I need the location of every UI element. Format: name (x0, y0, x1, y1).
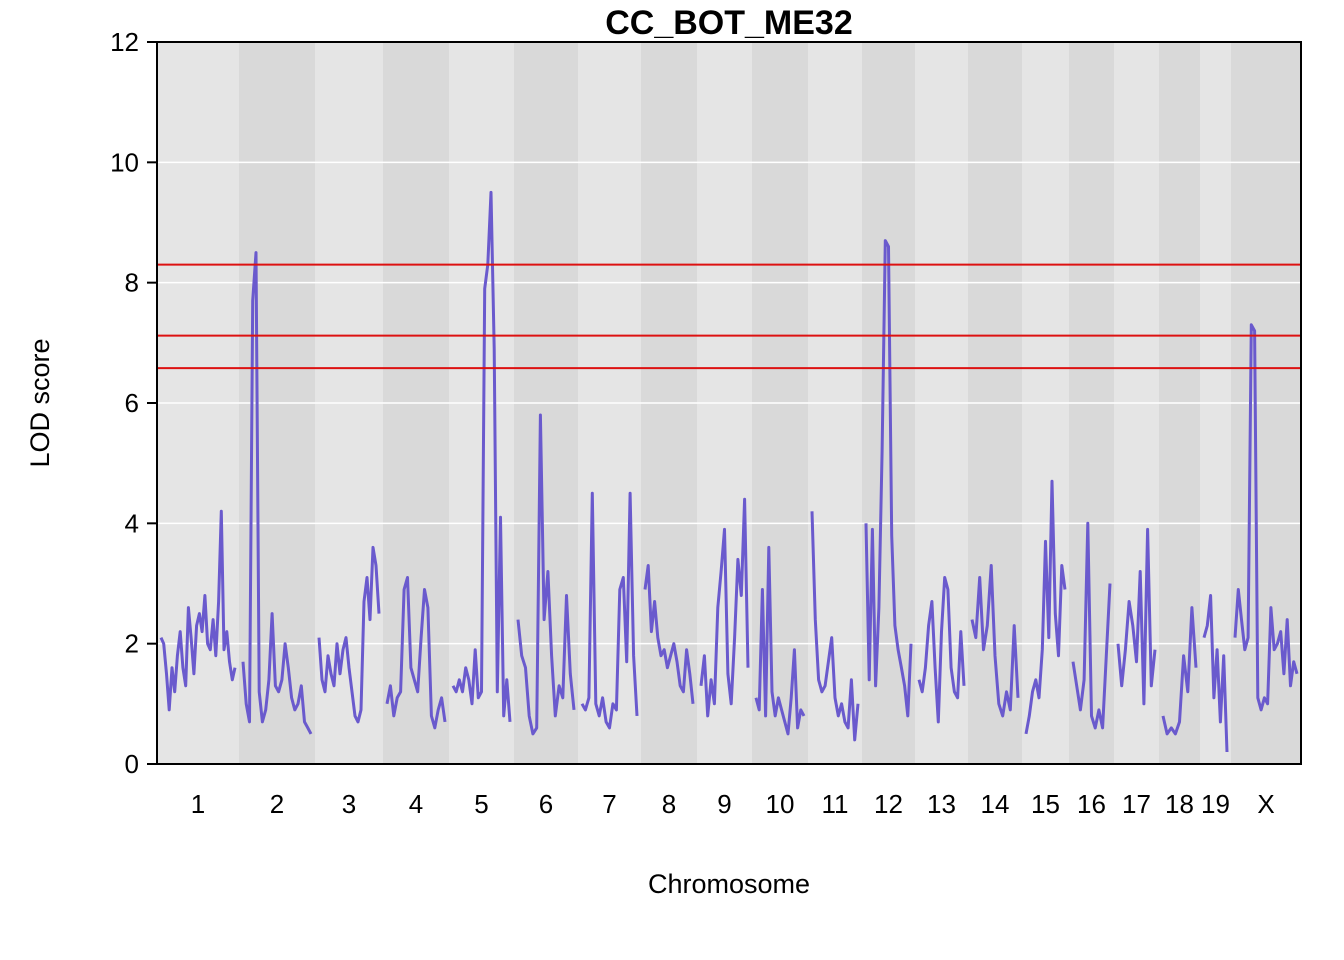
x-tick-label-14: 14 (981, 789, 1010, 819)
x-tick-label-17: 17 (1122, 789, 1151, 819)
x-tick-label-11: 11 (822, 789, 849, 819)
x-tick-label-15: 15 (1031, 789, 1060, 819)
chart-title: CC_BOT_ME32 (605, 4, 853, 42)
lod-line-chr-11 (810, 511, 860, 742)
lod-line-chr-2 (241, 251, 313, 735)
x-tick-label-12: 12 (874, 789, 903, 819)
x-tick-label-16: 16 (1077, 789, 1106, 819)
y-tick-label-2: 2 (125, 629, 139, 659)
y-tick-label-4: 4 (125, 508, 139, 538)
y-tick-label-0: 0 (125, 749, 139, 779)
x-tick-label-18: 18 (1165, 789, 1194, 819)
threshold-lines (157, 263, 1301, 370)
x-tick-label-8: 8 (662, 789, 676, 819)
x-axis: 1 2 3 4 5 6 7 8 9 10 11 12 13 14 15 16 17 18 19 X (191, 789, 1275, 819)
y-axis-label: LOD score (25, 338, 55, 467)
lod-line-chr-12 (864, 239, 913, 718)
x-tick-label-4: 4 (409, 789, 423, 819)
x-tick-label-2: 2 (270, 789, 284, 819)
y-tick-label-12: 12 (110, 27, 139, 57)
x-tick-label-13: 13 (927, 789, 956, 819)
lod-line-chr-18 (1161, 606, 1198, 736)
x-tick-label-3: 3 (342, 789, 356, 819)
x-tick-label-9: 9 (717, 789, 731, 819)
x-tick-label-5: 5 (474, 789, 488, 819)
x-tick-label-X: X (1257, 789, 1274, 819)
x-axis-label: Chromosome (648, 869, 810, 899)
x-tick-label-10: 10 (766, 789, 795, 819)
y-tick-label-6: 6 (125, 388, 139, 418)
lod-line-chr-8 (643, 564, 695, 704)
lod-line-chr-9 (699, 497, 750, 718)
lod-line-chr-3 (317, 545, 381, 724)
y-tick-label-8: 8 (125, 268, 139, 298)
x-tick-label-6: 6 (539, 789, 553, 819)
lod-line-chr-19 (1202, 594, 1229, 753)
lod-line-chr-1 (159, 509, 237, 712)
lod-line-chr-6 (516, 413, 576, 736)
lod-line-chr-X (1233, 323, 1299, 712)
lod-line-chr-7 (580, 491, 639, 730)
lod-line-chr-10 (754, 545, 806, 736)
lod-line-chr-15 (1024, 479, 1067, 735)
lod-line-chr-4 (385, 576, 447, 730)
lod-line-chr-14 (970, 564, 1020, 718)
y-tick-label-10: 10 (110, 147, 139, 177)
lod-line-chr-16 (1071, 521, 1112, 730)
y-axis: 0 2 4 6 8 10 12 (110, 27, 157, 779)
x-tick-label-7: 7 (602, 789, 616, 819)
lod-line-chr-5 (451, 190, 512, 723)
x-tick-label-1: 1 (191, 789, 205, 819)
lod-line-chr-13 (917, 576, 966, 724)
x-tick-label-19: 19 (1201, 789, 1230, 819)
lod-series (159, 190, 1299, 753)
lod-line-chr-17 (1116, 527, 1157, 706)
